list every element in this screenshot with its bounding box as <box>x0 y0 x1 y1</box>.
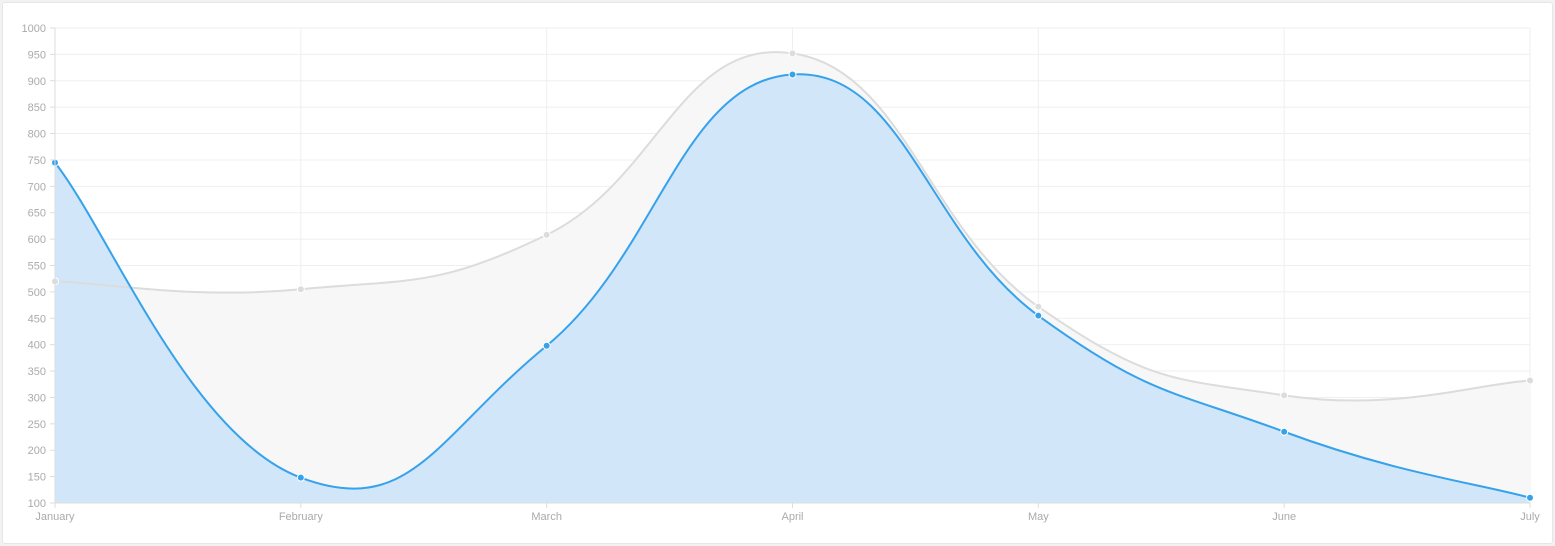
y-tick-label: 950 <box>28 49 46 61</box>
series-1-point[interactable] <box>1281 428 1288 435</box>
series-1-point[interactable] <box>789 71 796 78</box>
series-0-point[interactable] <box>789 50 796 57</box>
series-1-point[interactable] <box>1527 494 1534 501</box>
y-tick-label: 800 <box>28 129 46 141</box>
y-tick-label: 450 <box>28 313 46 325</box>
y-tick-label: 1000 <box>22 23 46 35</box>
y-tick-label: 900 <box>28 76 46 88</box>
series-0-point[interactable] <box>297 286 304 293</box>
x-tick-label: April <box>781 511 803 523</box>
y-tick-label: 700 <box>28 181 46 193</box>
series-1-point[interactable] <box>1035 312 1042 319</box>
y-tick-label: 850 <box>28 102 46 114</box>
series-0-point[interactable] <box>543 231 550 238</box>
x-axis-tick-labels: January February March April May June July <box>35 511 1540 523</box>
y-tick-label: 600 <box>28 234 46 246</box>
x-tick-label: May <box>1028 511 1049 523</box>
y-axis-tick-labels: 100 150 200 250 300 350 400 450 500 550 600 650 700 7… <box>22 23 46 510</box>
x-tick-label: July <box>1520 511 1540 523</box>
y-tick-label: 200 <box>28 445 46 457</box>
y-tick-label: 550 <box>28 261 46 273</box>
x-tick-label: June <box>1272 511 1296 523</box>
y-tick-label: 350 <box>28 366 46 378</box>
y-tick-label: 500 <box>28 287 46 299</box>
y-tick-label: 750 <box>28 155 46 167</box>
y-tick-label: 400 <box>28 340 46 352</box>
x-tick-label: March <box>531 511 562 523</box>
x-tick-label: February <box>279 511 324 523</box>
series-0-point[interactable] <box>1281 392 1288 399</box>
x-tick-label: January <box>35 511 75 523</box>
series-1-point[interactable] <box>543 342 550 349</box>
y-tick-label: 650 <box>28 208 46 220</box>
y-tick-label: 150 <box>28 472 46 484</box>
series-1-point[interactable] <box>297 474 304 481</box>
y-tick-label: 250 <box>28 419 46 431</box>
y-tick-label: 300 <box>28 392 46 404</box>
series-areas <box>55 52 1530 503</box>
series-0-point[interactable] <box>1035 303 1042 310</box>
series-0-point[interactable] <box>1527 377 1534 384</box>
y-tick-label: 100 <box>28 498 46 510</box>
